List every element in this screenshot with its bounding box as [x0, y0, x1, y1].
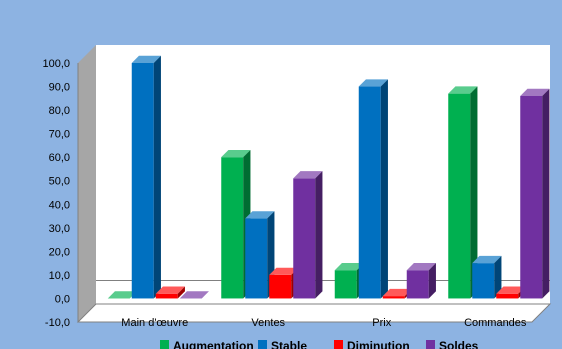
bar-side — [470, 86, 478, 299]
category-label: Prix — [372, 317, 391, 329]
y-tick-label: 80,0 — [49, 105, 70, 117]
bar-front — [334, 270, 357, 299]
bar-front — [245, 218, 268, 299]
y-tick-label: 60,0 — [49, 152, 70, 164]
bar — [520, 88, 550, 299]
bar-side — [315, 171, 323, 299]
bar-top — [406, 263, 436, 271]
y-tick-label: 10,0 — [49, 270, 70, 282]
bar-front — [358, 86, 381, 299]
legend: Augmentation Stable Diminution Soldes — [160, 339, 479, 349]
bar-front — [520, 95, 543, 299]
bar-top — [107, 291, 137, 299]
bar-front — [293, 178, 316, 299]
bar-top — [245, 211, 275, 219]
bar-side — [153, 55, 161, 299]
bar-top — [155, 286, 185, 294]
bar-front — [448, 93, 471, 299]
y-tick-label: 20,0 — [49, 246, 70, 258]
legend-item: Diminution — [334, 339, 410, 349]
bar-top — [269, 267, 299, 275]
bar — [131, 55, 161, 299]
chart-side-wall — [78, 45, 96, 322]
bar-front — [155, 293, 178, 299]
bar-top — [131, 55, 161, 63]
bar-front — [496, 293, 519, 299]
bar — [448, 86, 478, 299]
y-axis-ticks: -10,0 0,0 10,0 20,0 30,0 40,0 50,0 60,0 70,0 80,0… — [42, 58, 70, 329]
bar-top — [334, 263, 364, 271]
bar-side — [177, 286, 185, 299]
y-tick-label: 70,0 — [49, 129, 70, 141]
bar-side — [542, 88, 550, 299]
legend-label: Soldes — [439, 339, 479, 349]
bar — [358, 79, 388, 299]
bar-top — [448, 86, 478, 94]
y-tick-label: 0,0 — [55, 293, 70, 305]
legend-item: Augmentation — [160, 339, 254, 349]
bars — [107, 55, 550, 299]
bar-top — [179, 291, 209, 299]
legend-swatch — [426, 340, 435, 349]
bar-top — [382, 288, 412, 297]
y-tick-label: 100,0 — [42, 58, 70, 70]
bar — [107, 291, 137, 299]
legend-item: Soldes — [426, 339, 479, 349]
y-tick-label: 90,0 — [49, 82, 70, 94]
legend-item: Stable — [258, 339, 307, 349]
legend-label: Augmentation — [173, 339, 254, 349]
bar-top — [520, 88, 550, 96]
bar — [406, 263, 436, 299]
bar-front — [406, 270, 429, 299]
bar-front — [382, 296, 405, 299]
category-label: Main d'œuvre — [121, 317, 188, 329]
y-tick-label: 40,0 — [49, 199, 70, 211]
x-axis-categories: Main d'œuvre Ventes Prix Commandes — [121, 317, 527, 329]
bar-top — [293, 171, 323, 179]
bar — [472, 255, 502, 299]
bar-side — [380, 79, 388, 299]
category-label: Commandes — [464, 317, 527, 329]
bar-top — [358, 79, 388, 87]
bar-top — [472, 255, 502, 264]
bar-front — [131, 63, 154, 299]
bar-front — [221, 157, 244, 299]
y-tick-label: 50,0 — [49, 176, 70, 188]
bar-side — [428, 263, 436, 299]
bar-side — [494, 255, 502, 299]
bar — [179, 291, 209, 299]
y-tick-label: -10,0 — [45, 317, 70, 329]
bar — [293, 171, 323, 299]
bar-top — [221, 149, 251, 158]
bar-top — [496, 286, 526, 294]
bar-front — [269, 274, 292, 299]
legend-swatch — [258, 340, 267, 349]
category-label: Ventes — [251, 317, 285, 329]
chart-floor — [76, 303, 552, 323]
legend-swatch — [334, 340, 343, 349]
y-tick-label: 30,0 — [49, 223, 70, 235]
legend-label: Stable — [271, 339, 307, 349]
chart-back-wall — [96, 45, 550, 304]
bar — [155, 286, 185, 299]
bar-front — [472, 263, 495, 299]
legend-label: Diminution — [347, 339, 410, 349]
legend-swatch — [160, 340, 169, 349]
